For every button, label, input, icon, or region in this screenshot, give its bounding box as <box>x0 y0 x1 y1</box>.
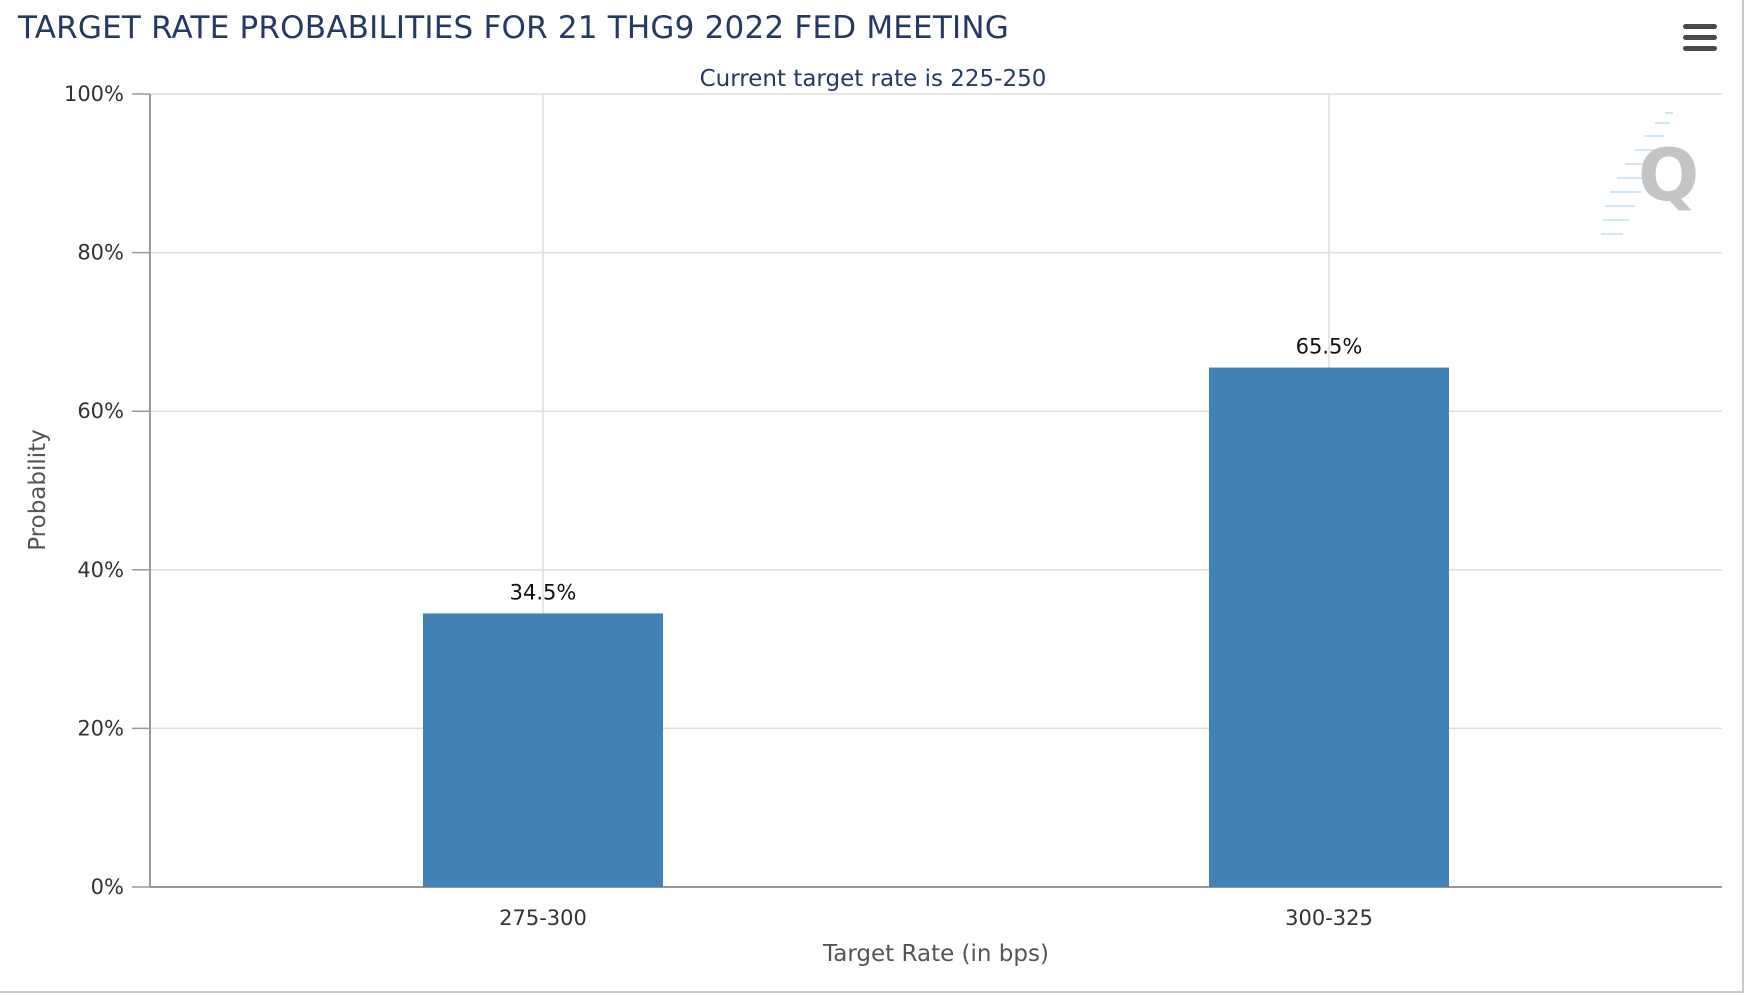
x-axis-title: Target Rate (in bps) <box>822 941 1049 967</box>
hamburger-menu-icon[interactable] <box>1680 24 1720 56</box>
grid-lines <box>150 93 1722 888</box>
y-tick-label: 20% <box>77 716 124 740</box>
chart-subtitle: Current target rate is 225-250 <box>700 66 1047 92</box>
y-tick-label: 60% <box>77 399 124 423</box>
chart-title: TARGET RATE PROBABILITIES FOR 21 THG9 20… <box>18 10 1009 46</box>
x-tick-label: 300-325 <box>1285 906 1373 930</box>
bar-300-325[interactable] <box>1209 367 1449 888</box>
y-tick-label: 40% <box>77 558 124 582</box>
bars <box>423 367 1449 888</box>
y-tick-label: 80% <box>77 241 124 265</box>
y-axis-title: Probability <box>25 429 51 551</box>
data-label: 65.5% <box>1296 335 1363 359</box>
y-tick-label: 100% <box>64 82 124 106</box>
bar-275-300[interactable] <box>423 613 663 887</box>
x-tick-label: 275-300 <box>499 906 587 930</box>
axes <box>132 93 1722 888</box>
labels: 0% 20% 40% 60% 80% 100% 275-300 300-325 34.5% 65.… <box>25 66 1373 967</box>
y-tick-label: 0% <box>91 875 124 899</box>
watermark-logo-icon: Q <box>1601 112 1699 235</box>
svg-text:Q: Q <box>1638 133 1699 217</box>
data-label: 34.5% <box>510 580 577 604</box>
